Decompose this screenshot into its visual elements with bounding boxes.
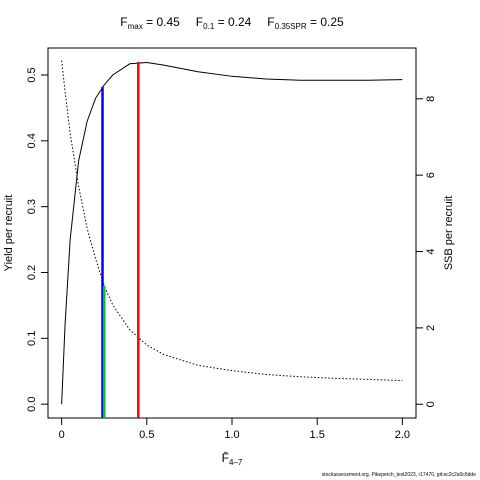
y-tick-label: 0.5 — [26, 67, 38, 82]
title-symbol: F — [196, 15, 203, 29]
y-axis-label: Yield per recruit — [3, 195, 15, 272]
footer: stockassessment.org, Pikeperch_test2023,… — [322, 472, 476, 478]
y2-axis-label: SSB per recruit — [443, 196, 455, 271]
y2-tick-label: 6 — [425, 172, 437, 178]
title-subscript: 0.35SPR — [275, 22, 307, 31]
x-label-main: F̄ — [222, 451, 229, 465]
y-tick-label: 0.3 — [26, 199, 38, 214]
title-symbol: F — [120, 15, 127, 29]
x-tick-label: 1.5 — [310, 429, 325, 441]
title-symbol: F — [267, 15, 274, 29]
series-line — [61, 61, 403, 405]
title-value: = 0.25 — [307, 15, 344, 29]
y-tick-label: 0.1 — [26, 331, 38, 346]
x-axis-label: F̄4–7 — [222, 451, 243, 467]
y-tick-label: 0.0 — [26, 397, 38, 412]
title-subscript: 0.1 — [203, 22, 215, 31]
title-value: = 0.24 — [214, 15, 251, 29]
y2-tick-label: 8 — [425, 96, 437, 102]
x-label-sub: 4–7 — [229, 458, 243, 467]
y2-tick-label: 4 — [425, 248, 437, 254]
y2-tick-label: 0 — [425, 401, 437, 407]
title-subscript: max — [128, 22, 143, 31]
y-tick-label: 0.4 — [26, 133, 38, 148]
y2-tick-label: 2 — [425, 325, 437, 331]
y-tick-label: 0.2 — [26, 265, 38, 280]
series-line — [61, 60, 403, 382]
title-value: = 0.45 — [143, 15, 180, 29]
x-tick-label: 1.0 — [224, 429, 239, 441]
chart-title: Fmax = 0.45 F0.1 = 0.24 F0.35SPR = 0.25 — [120, 15, 344, 31]
x-tick-label: 0.5 — [139, 429, 154, 441]
x-tick-label: 0 — [59, 429, 65, 441]
x-tick-label: 2.0 — [395, 429, 410, 441]
